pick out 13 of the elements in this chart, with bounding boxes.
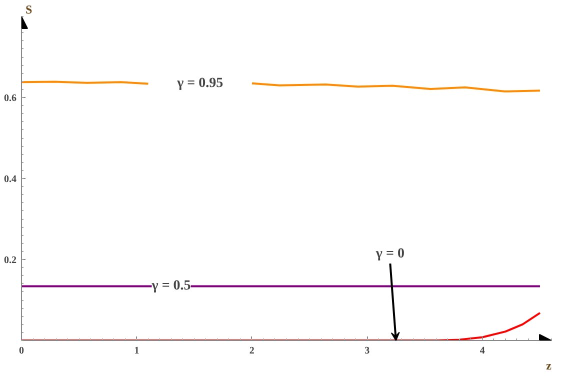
annotation: γ = 0.95 <box>176 76 224 92</box>
annotation: γ = 0 <box>374 246 404 262</box>
x-tick-label: 3 <box>364 346 370 356</box>
y-tick-label: 0.4 <box>4 174 16 185</box>
y-tick-label: 0.6 <box>4 93 16 104</box>
x-tick-label: 1 <box>134 346 140 356</box>
y-axis-title: S <box>26 2 32 16</box>
x-axis-title: z <box>546 358 552 372</box>
annotation: γ = 0.5 <box>150 278 191 294</box>
y-tick-label: 0.2 <box>4 255 16 266</box>
x-tick-label: 0 <box>19 346 24 356</box>
x-tick-label: 4 <box>480 346 485 356</box>
x-tick-label: 2 <box>249 346 254 356</box>
